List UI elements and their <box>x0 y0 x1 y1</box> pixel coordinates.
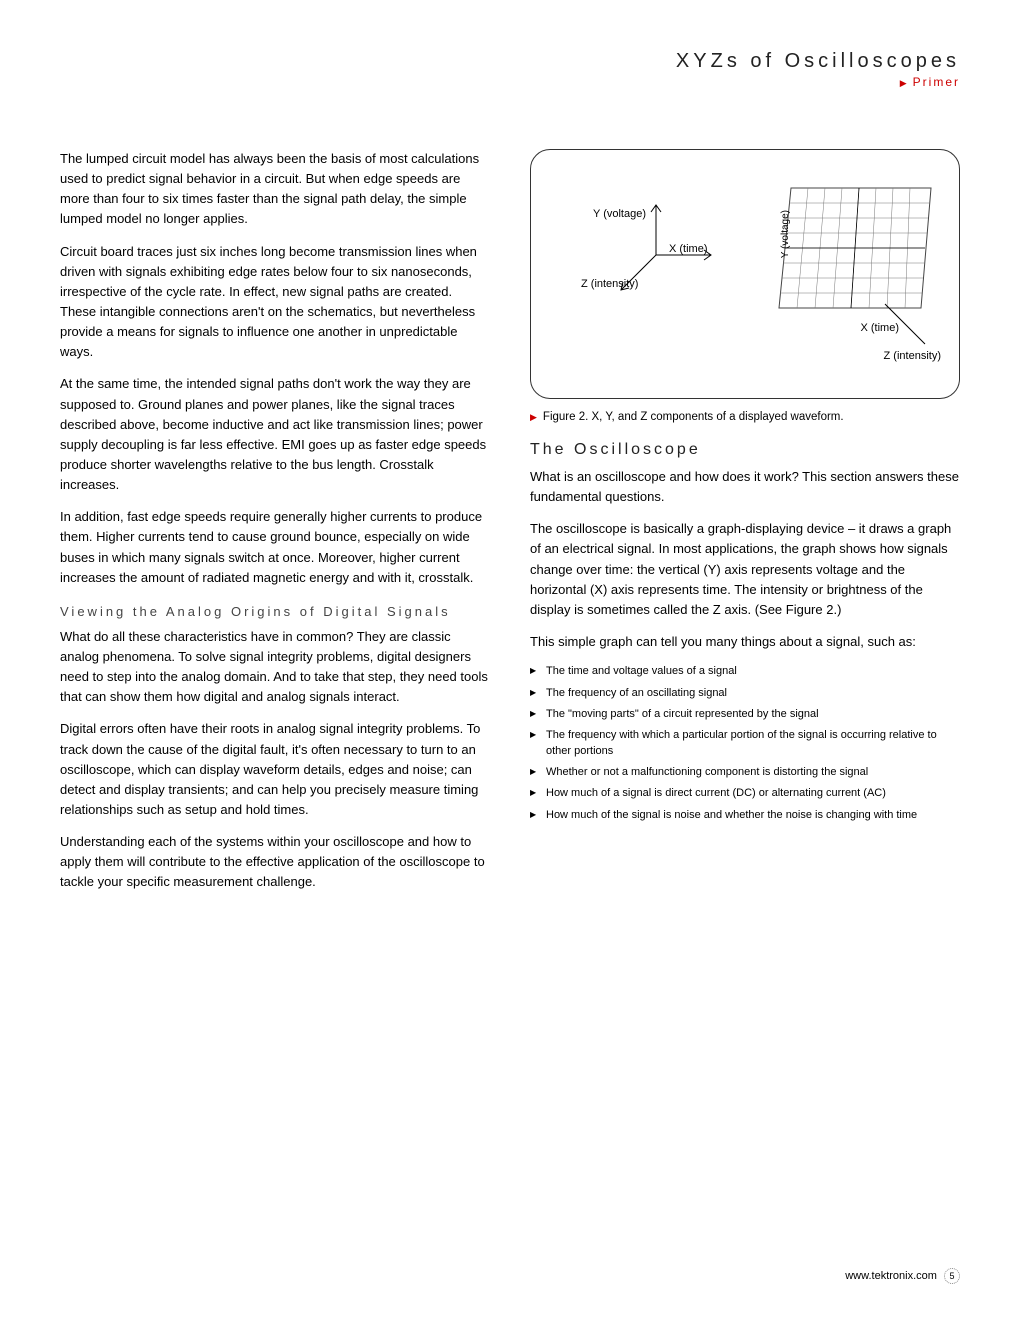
y-label: Y (voltage) <box>593 208 646 220</box>
subheading: Viewing the Analog Origins of Digital Si… <box>60 604 490 619</box>
figure-2-box: Y (voltage) X (time) Z (intensity) <box>530 149 960 399</box>
doc-title: XYZs of Oscilloscopes <box>60 50 960 73</box>
list-item: Whether or not a malfunctioning componen… <box>530 765 960 780</box>
caption-text: Figure 2. X, Y, and Z components of a di… <box>543 411 844 423</box>
para: Digital errors often have their roots in… <box>60 719 490 820</box>
list-item: The frequency of an oscillating signal <box>530 686 960 701</box>
para: In addition, fast edge speeds require ge… <box>60 507 490 588</box>
page-header: XYZs of Oscilloscopes Primer <box>60 50 960 89</box>
bullet-list: The time and voltage values of a signal … <box>530 664 960 823</box>
caption-bullet-icon: ▶ <box>530 412 537 422</box>
para: At the same time, the intended signal pa… <box>60 374 490 495</box>
list-item: The "moving parts" of a circuit represen… <box>530 707 960 722</box>
figure-caption: ▶ Figure 2. X, Y, and Z components of a d… <box>530 411 960 423</box>
para: Understanding each of the systems within… <box>60 832 490 892</box>
left-column: The lumped circuit model has always been… <box>60 149 490 905</box>
list-item: The time and voltage values of a signal <box>530 664 960 679</box>
y-label-2: Y (voltage) <box>780 210 791 258</box>
doc-subtitle: Primer <box>60 75 960 89</box>
list-item: The frequency with which a particular po… <box>530 728 960 759</box>
section-heading: The Oscilloscope <box>530 441 960 459</box>
list-item: How much of the signal is noise and whet… <box>530 808 960 823</box>
list-item: How much of a signal is direct current (… <box>530 786 960 801</box>
para: What do all these characteristics have i… <box>60 627 490 708</box>
para: The lumped circuit model has always been… <box>60 149 490 230</box>
x-label: X (time) <box>669 243 708 255</box>
z-label: Z (intensity) <box>581 278 638 290</box>
para: What is an oscilloscope and how does it … <box>530 467 960 507</box>
page-number: 5 <box>944 1268 960 1284</box>
para: Circuit board traces just six inches lon… <box>60 242 490 363</box>
page-footer: www.tektronix.com 5 <box>845 1268 960 1284</box>
z-pointer-icon <box>879 298 939 368</box>
para: The oscilloscope is basically a graph-di… <box>530 519 960 620</box>
right-column: Y (voltage) X (time) Z (intensity) <box>530 149 960 905</box>
footer-url: www.tektronix.com <box>845 1270 937 1282</box>
para: This simple graph can tell you many thin… <box>530 632 960 652</box>
